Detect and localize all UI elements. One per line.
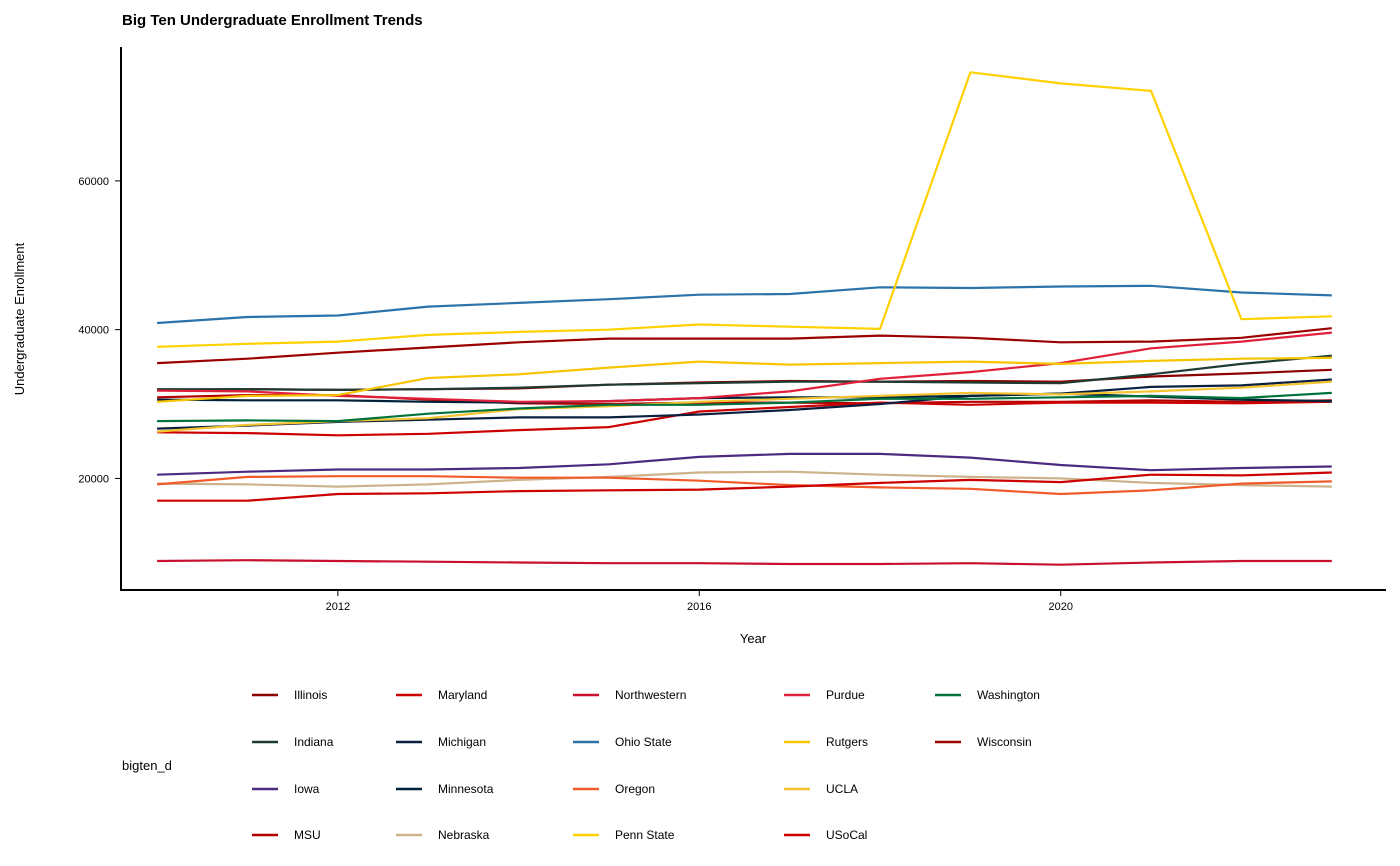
legend-item-indiana: Indiana [252, 735, 334, 749]
x-ticks: 2012 2016 2020 [326, 591, 1073, 613]
series-line-northwestern [157, 559, 1332, 566]
legend-label: Rutgers [826, 735, 868, 749]
legend-label: MSU [294, 828, 321, 842]
legend-label: Ohio State [615, 735, 672, 749]
legend-item-ucla: UCLA [784, 782, 858, 796]
legend-item-michigan: Michigan [396, 735, 486, 749]
legend-label: Maryland [438, 688, 487, 702]
legend-label: Michigan [438, 735, 486, 749]
series-line-purdue [157, 331, 1332, 403]
legend-label: Iowa [294, 782, 320, 796]
series-layer [157, 71, 1332, 566]
legend-item-nebraska: Nebraska [396, 828, 490, 842]
x-axis-title: Year [740, 631, 767, 646]
legend-label: Washington [977, 688, 1040, 702]
legend-label: Illinois [294, 688, 327, 702]
y-ticks: 20000 40000 60000 [78, 176, 120, 485]
y-tick-label: 20000 [78, 473, 109, 485]
series-line-ohio-state [157, 284, 1332, 325]
series-line-maryland [157, 400, 1332, 437]
x-tick-label: 2016 [687, 601, 711, 613]
series-line-usocal [157, 471, 1332, 502]
legend-item-ohio-state: Ohio State [573, 735, 672, 749]
legend-item-msu: MSU [252, 828, 321, 842]
legend-label: UCLA [826, 782, 858, 796]
legend-item-wisconsin: Wisconsin [935, 735, 1032, 749]
legend-label: Oregon [615, 782, 655, 796]
legend-item-minnesota: Minnesota [396, 782, 494, 796]
series-line-oregon [157, 475, 1332, 496]
legend-label: USoCal [826, 828, 867, 842]
legend-item-northwestern: Northwestern [573, 688, 686, 702]
x-tick-label: 2020 [1048, 601, 1072, 613]
legend: Illinois Indiana Iowa MSU Maryland Michigan Mi… [252, 688, 1040, 842]
legend-title: bigten_d [122, 758, 172, 773]
legend-item-iowa: Iowa [252, 782, 320, 796]
series-line-wisconsin [157, 327, 1332, 365]
series-line-penn-state [157, 71, 1332, 348]
legend-item-usocal: USoCal [784, 828, 867, 842]
y-tick-label: 60000 [78, 176, 109, 188]
legend-label: Wisconsin [977, 735, 1032, 749]
chart-title: Big Ten Undergraduate Enrollment Trends [122, 12, 423, 29]
legend-item-oregon: Oregon [573, 782, 655, 796]
legend-item-rutgers: Rutgers [784, 735, 868, 749]
series-line-nebraska [157, 470, 1332, 488]
series-line-washington [157, 391, 1332, 423]
legend-item-maryland: Maryland [396, 688, 487, 702]
legend-item-purdue: Purdue [784, 688, 865, 702]
legend-label: Penn State [615, 828, 675, 842]
legend-label: Purdue [826, 688, 865, 702]
legend-label: Indiana [294, 735, 334, 749]
y-axis-title: Undergraduate Enrollment [12, 242, 27, 395]
legend-item-illinois: Illinois [252, 688, 327, 702]
legend-item-washington: Washington [935, 688, 1040, 702]
x-tick-label: 2012 [326, 601, 350, 613]
legend-label: Minnesota [438, 782, 494, 796]
series-line-indiana [157, 354, 1332, 391]
legend-label: Nebraska [438, 828, 490, 842]
legend-label: Northwestern [615, 688, 686, 702]
series-line-iowa [157, 452, 1332, 476]
y-tick-label: 40000 [78, 325, 109, 337]
series-line-rutgers [157, 356, 1332, 403]
legend-item-penn-state: Penn State [573, 828, 675, 842]
